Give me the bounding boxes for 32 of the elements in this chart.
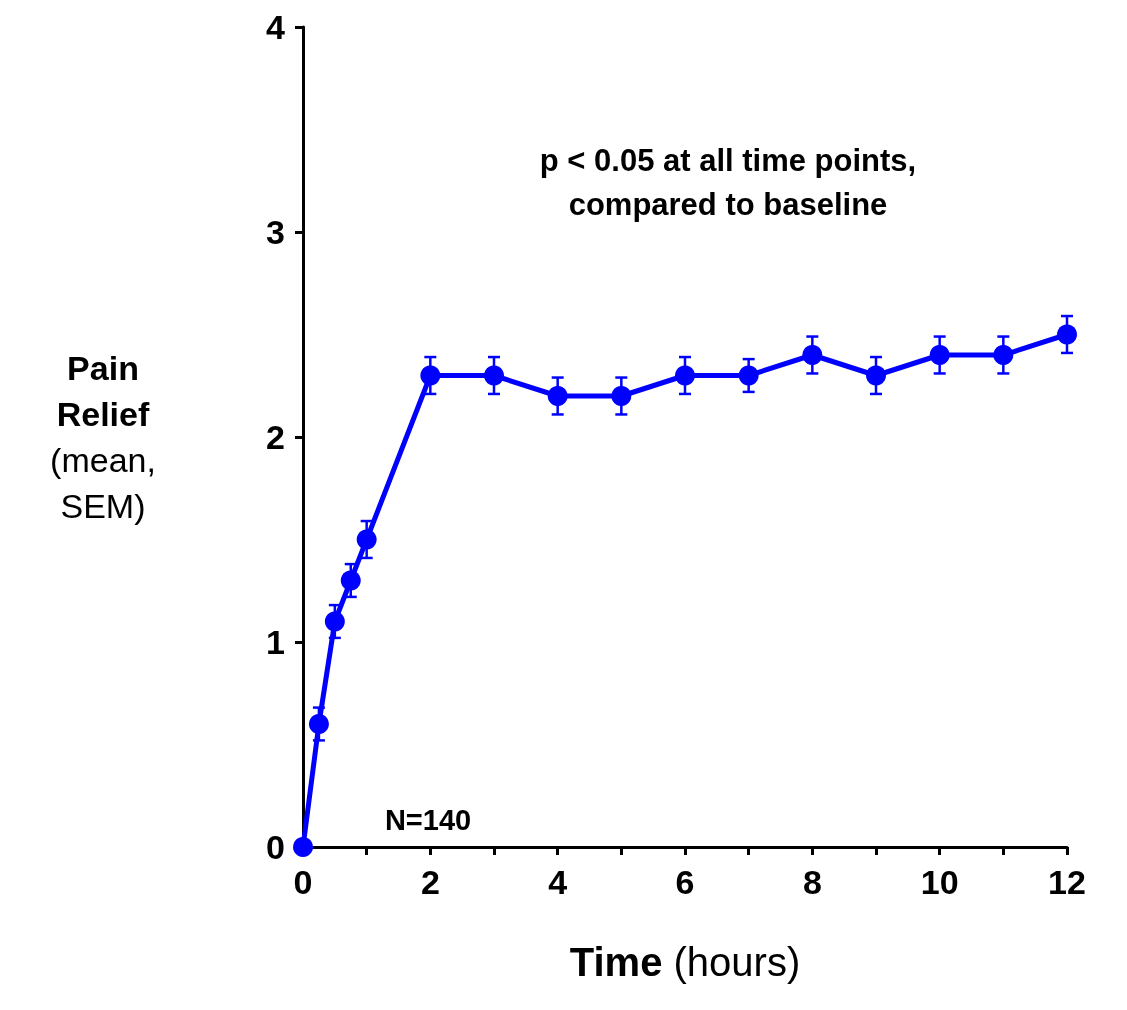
y-tick-label: 3	[266, 213, 285, 251]
point	[340, 570, 361, 591]
point	[611, 386, 632, 406]
point	[308, 714, 329, 734]
point	[738, 365, 759, 386]
point	[929, 345, 950, 365]
point	[324, 611, 345, 632]
y-tick-label: 0	[266, 828, 285, 866]
point	[866, 365, 886, 386]
x-tick-label: 12	[1048, 863, 1086, 901]
point	[420, 365, 441, 386]
x-tick-label: 0	[293, 863, 313, 901]
x-axis-title: Time (hours)	[569, 940, 801, 984]
point	[547, 386, 568, 406]
point	[484, 365, 504, 386]
point	[802, 345, 823, 365]
x-tick-label: 6	[675, 863, 695, 901]
x-tick-label: 2	[420, 863, 440, 901]
y-tick-label: 2	[266, 418, 285, 456]
point	[356, 529, 377, 550]
point	[1057, 324, 1077, 345]
x-tick-label: 8	[802, 863, 822, 901]
point	[675, 365, 695, 386]
annotation: p < 0.05 at all time points, compared to baseline	[539, 142, 917, 222]
annotation: N=140	[384, 804, 472, 836]
point	[993, 345, 1014, 365]
x-tick-label: 10	[920, 863, 959, 901]
point	[293, 837, 313, 857]
y-tick-label: 4	[266, 8, 286, 46]
x-tick-label: 4	[548, 863, 568, 901]
y-axis-title: Pain Relief (mean, SEM)	[50, 349, 156, 525]
y-tick-label: 1	[266, 623, 285, 661]
